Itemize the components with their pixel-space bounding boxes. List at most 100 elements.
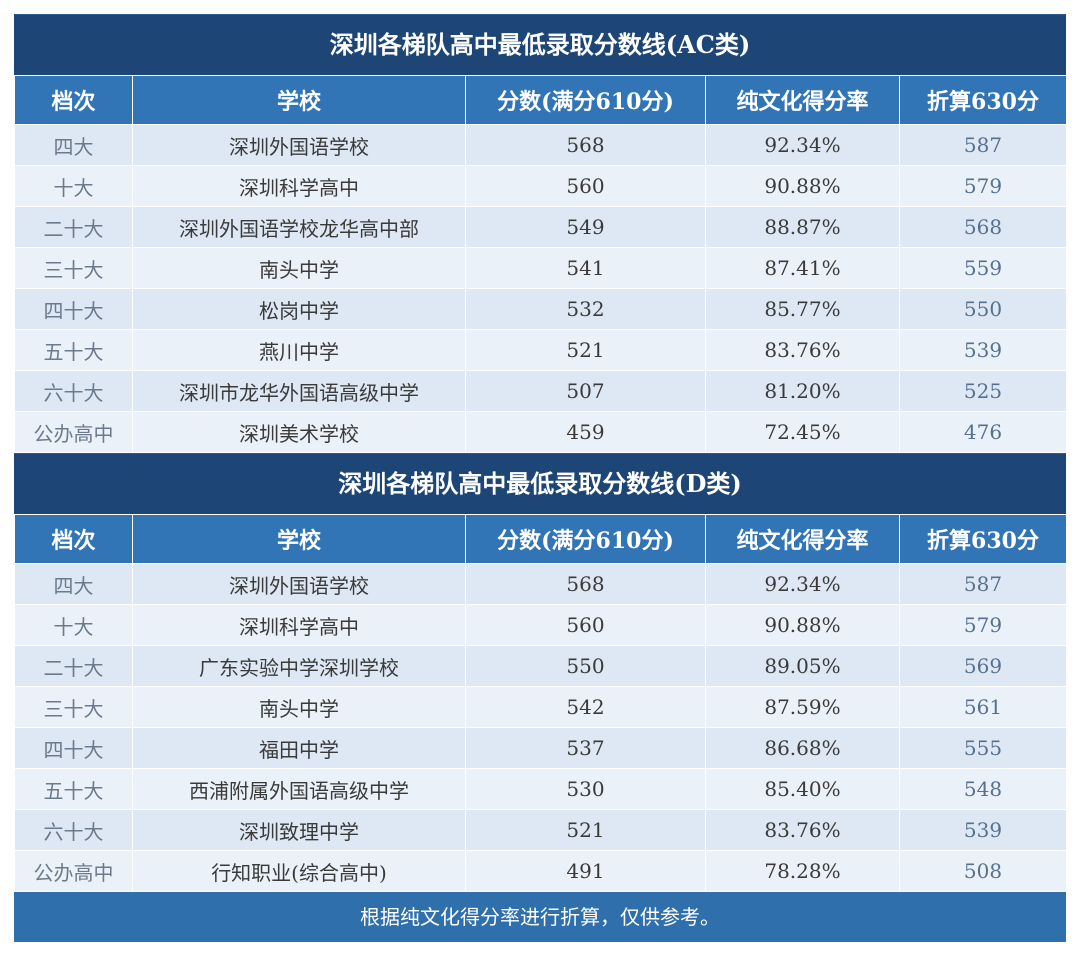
score-cell: 568 bbox=[465, 563, 706, 605]
header-school: 学校 bbox=[132, 514, 466, 564]
score-table: 档次 学校 分数(满分610分) 纯文化得分率 折算630分 四大 深圳外国语学校 568 92… bbox=[14, 75, 1067, 453]
rate-cell: 92.34% bbox=[705, 124, 900, 166]
converted-score-cell: 508 bbox=[899, 850, 1067, 892]
score-cell: 541 bbox=[465, 247, 706, 289]
table-row: 三十大 南头中学 541 87.41% 559 bbox=[14, 247, 1067, 289]
score-cell: 537 bbox=[465, 727, 706, 769]
school-cell: 西浦附属外国语高级中学 bbox=[132, 768, 466, 810]
table-title: 深圳各梯队高中最低录取分数线(D类) bbox=[14, 453, 1066, 514]
rate-cell: 90.88% bbox=[705, 165, 900, 207]
school-cell: 行知职业(综合高中) bbox=[132, 850, 466, 892]
school-cell: 深圳市龙华外国语高级中学 bbox=[132, 370, 466, 412]
tier-cell: 四十大 bbox=[14, 288, 133, 330]
tier-cell: 十大 bbox=[14, 165, 133, 207]
score-cell: 550 bbox=[465, 645, 706, 687]
rate-cell: 92.34% bbox=[705, 563, 900, 605]
converted-score-cell: 579 bbox=[899, 165, 1067, 207]
rate-cell: 83.76% bbox=[705, 809, 900, 851]
header-row: 档次 学校 分数(满分610分) 纯文化得分率 折算630分 bbox=[14, 514, 1067, 564]
table-row: 四大 深圳外国语学校 568 92.34% 587 bbox=[14, 124, 1067, 166]
score-cell: 542 bbox=[465, 686, 706, 728]
tier-cell: 六十大 bbox=[14, 809, 133, 851]
header-score: 分数(满分610分) bbox=[465, 75, 706, 125]
header-tier: 档次 bbox=[14, 514, 133, 564]
header-score: 分数(满分610分) bbox=[465, 514, 706, 564]
school-cell: 深圳致理中学 bbox=[132, 809, 466, 851]
school-cell: 深圳外国语学校龙华高中部 bbox=[132, 206, 466, 248]
table-row: 二十大 广东实验中学深圳学校 550 89.05% 569 bbox=[14, 645, 1067, 687]
score-cell: 568 bbox=[465, 124, 706, 166]
table-row: 公办高中 行知职业(综合高中) 491 78.28% 508 bbox=[14, 850, 1067, 892]
converted-score-cell: 561 bbox=[899, 686, 1067, 728]
converted-score-cell: 559 bbox=[899, 247, 1067, 289]
table-row: 四十大 福田中学 537 86.68% 555 bbox=[14, 727, 1067, 769]
header-row: 档次 学校 分数(满分610分) 纯文化得分率 折算630分 bbox=[14, 75, 1067, 125]
school-cell: 深圳科学高中 bbox=[132, 604, 466, 646]
score-cell: 530 bbox=[465, 768, 706, 810]
rate-cell: 86.68% bbox=[705, 727, 900, 769]
tier-cell: 五十大 bbox=[14, 329, 133, 371]
score-cell: 507 bbox=[465, 370, 706, 412]
converted-score-cell: 476 bbox=[899, 411, 1067, 453]
tier-cell: 三十大 bbox=[14, 247, 133, 289]
rate-cell: 85.77% bbox=[705, 288, 900, 330]
table-row: 五十大 燕川中学 521 83.76% 539 bbox=[14, 329, 1067, 371]
tier-cell: 三十大 bbox=[14, 686, 133, 728]
converted-score-cell: 548 bbox=[899, 768, 1067, 810]
tier-cell: 十大 bbox=[14, 604, 133, 646]
table-row: 十大 深圳科学高中 560 90.88% 579 bbox=[14, 604, 1067, 646]
header-tier: 档次 bbox=[14, 75, 133, 125]
converted-score-cell: 569 bbox=[899, 645, 1067, 687]
tier-cell: 四大 bbox=[14, 124, 133, 166]
rate-cell: 89.05% bbox=[705, 645, 900, 687]
table-row: 五十大 西浦附属外国语高级中学 530 85.40% 548 bbox=[14, 768, 1067, 810]
table-row: 公办高中 深圳美术学校 459 72.45% 476 bbox=[14, 411, 1067, 453]
rate-cell: 87.41% bbox=[705, 247, 900, 289]
rate-cell: 78.28% bbox=[705, 850, 900, 892]
converted-score-cell: 555 bbox=[899, 727, 1067, 769]
score-cell: 560 bbox=[465, 604, 706, 646]
table-row: 四十大 松岗中学 532 85.77% 550 bbox=[14, 288, 1067, 330]
tier-cell: 四大 bbox=[14, 563, 133, 605]
converted-score-cell: 587 bbox=[899, 124, 1067, 166]
tier-cell: 二十大 bbox=[14, 645, 133, 687]
header-school: 学校 bbox=[132, 75, 466, 125]
rate-cell: 81.20% bbox=[705, 370, 900, 412]
table-row: 十大 深圳科学高中 560 90.88% 579 bbox=[14, 165, 1067, 207]
school-cell: 广东实验中学深圳学校 bbox=[132, 645, 466, 687]
converted-score-cell: 587 bbox=[899, 563, 1067, 605]
score-table: 档次 学校 分数(满分610分) 纯文化得分率 折算630分 四大 深圳外国语学校 568 92… bbox=[14, 514, 1067, 892]
header-converted: 折算630分 bbox=[899, 75, 1067, 125]
tier-cell: 公办高中 bbox=[14, 850, 133, 892]
score-cell: 491 bbox=[465, 850, 706, 892]
footer-note: 根据纯文化得分率进行折算，仅供参考。 bbox=[14, 892, 1066, 942]
school-cell: 深圳美术学校 bbox=[132, 411, 466, 453]
table-title: 深圳各梯队高中最低录取分数线(AC类) bbox=[14, 14, 1066, 75]
tier-cell: 五十大 bbox=[14, 768, 133, 810]
rate-cell: 88.87% bbox=[705, 206, 900, 248]
score-cell: 549 bbox=[465, 206, 706, 248]
converted-score-cell: 550 bbox=[899, 288, 1067, 330]
header-rate: 纯文化得分率 bbox=[705, 75, 900, 125]
school-cell: 燕川中学 bbox=[132, 329, 466, 371]
score-cell: 521 bbox=[465, 809, 706, 851]
school-cell: 深圳外国语学校 bbox=[132, 124, 466, 166]
score-cell: 532 bbox=[465, 288, 706, 330]
score-cell: 459 bbox=[465, 411, 706, 453]
table-row: 六十大 深圳致理中学 521 83.76% 539 bbox=[14, 809, 1067, 851]
rate-cell: 85.40% bbox=[705, 768, 900, 810]
school-cell: 南头中学 bbox=[132, 247, 466, 289]
score-tables: 深圳各梯队高中最低录取分数线(AC类) 档次 学校 分数(满分610分) 纯文化得分率折… bbox=[14, 14, 1067, 942]
school-cell: 南头中学 bbox=[132, 686, 466, 728]
table-row: 二十大 深圳外国语学校龙华高中部 549 88.87% 568 bbox=[14, 206, 1067, 248]
converted-score-cell: 539 bbox=[899, 329, 1067, 371]
school-cell: 深圳外国语学校 bbox=[132, 563, 466, 605]
table-row: 六十大 深圳市龙华外国语高级中学 507 81.20% 525 bbox=[14, 370, 1067, 412]
table-row: 四大 深圳外国语学校 568 92.34% 587 bbox=[14, 563, 1067, 605]
header-rate: 纯文化得分率 bbox=[705, 514, 900, 564]
school-cell: 福田中学 bbox=[132, 727, 466, 769]
converted-score-cell: 539 bbox=[899, 809, 1067, 851]
rate-cell: 90.88% bbox=[705, 604, 900, 646]
score-cell: 521 bbox=[465, 329, 706, 371]
rate-cell: 83.76% bbox=[705, 329, 900, 371]
